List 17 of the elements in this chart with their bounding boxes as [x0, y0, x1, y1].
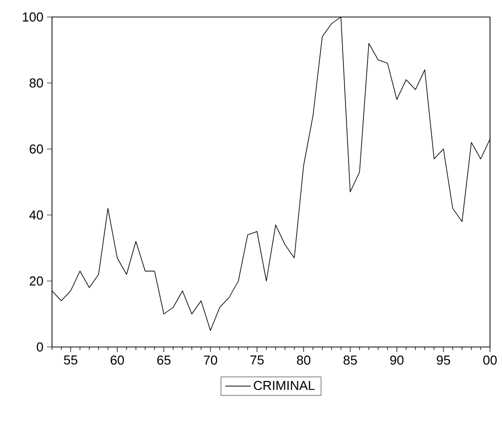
x-tick-label: 65 — [157, 356, 170, 365]
x-tick-label: 80 — [296, 356, 310, 365]
y-tick-label: 100 — [22, 12, 43, 22]
legend-label: CRIMINAL — [254, 380, 315, 390]
y-tick-label: 60 — [30, 144, 43, 154]
y-tick-label: 20 — [30, 276, 43, 286]
x-tick-label: 75 — [250, 356, 264, 365]
x-tick-label: 70 — [204, 356, 218, 365]
x-tick-label: 00 — [483, 356, 497, 365]
y-tick-label: 80 — [30, 78, 43, 88]
x-tick-label: 60 — [110, 356, 124, 365]
y-tick-label: 40 — [29, 210, 43, 220]
y-tick-label: 0 — [36, 342, 43, 352]
x-tick-label: 90 — [390, 356, 404, 365]
x-tick-label: 85 — [344, 356, 357, 365]
x-tick-label: 55 — [64, 356, 78, 365]
x-tick-label: 95 — [436, 356, 450, 365]
